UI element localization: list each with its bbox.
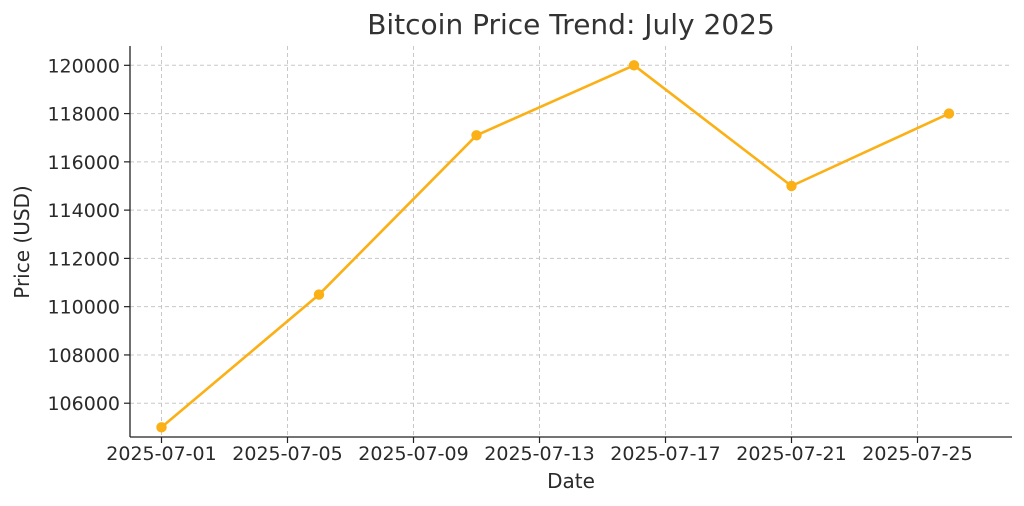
y-tick-label: 114000 [47,200,120,222]
data-point [471,130,482,141]
series-layer [156,60,955,433]
x-tick-label: 2025-07-01 [106,443,216,465]
x-axis-title: Date [547,469,595,493]
data-point [313,289,325,300]
x-tick-label: 2025-07-25 [862,443,972,465]
y-tick-label: 116000 [47,152,120,174]
chart-title: Bitcoin Price Trend: July 2025 [367,8,775,41]
data-point [786,180,797,192]
x-tick-label: 2025-07-09 [358,443,468,465]
y-axis-ticks: 106000 108000 110000 112000 114000 116000 1180… [47,55,130,415]
y-tick-label: 106000 [47,393,120,415]
y-tick-label: 112000 [47,248,120,270]
y-axis-title: Price (USD) [10,185,34,299]
x-tick-label: 2025-07-13 [484,443,594,465]
series-line [160,64,951,429]
data-point [943,108,955,119]
y-tick-label: 108000 [47,345,120,367]
x-gridlines [161,46,918,437]
x-tick-label: 2025-07-05 [232,443,342,465]
x-axis-ticks: 2025-07-01 2025-07-05 2025-07-09 2025-07-13… [106,437,973,465]
data-point [628,60,640,71]
y-tick-label: 118000 [47,104,120,126]
data-point [156,422,167,433]
x-tick-label: 2025-07-21 [736,443,846,465]
y-tick-label: 120000 [47,55,120,77]
y-tick-label: 110000 [47,297,120,319]
y-gridlines [130,64,1012,404]
x-tick-label: 2025-07-17 [610,443,720,465]
